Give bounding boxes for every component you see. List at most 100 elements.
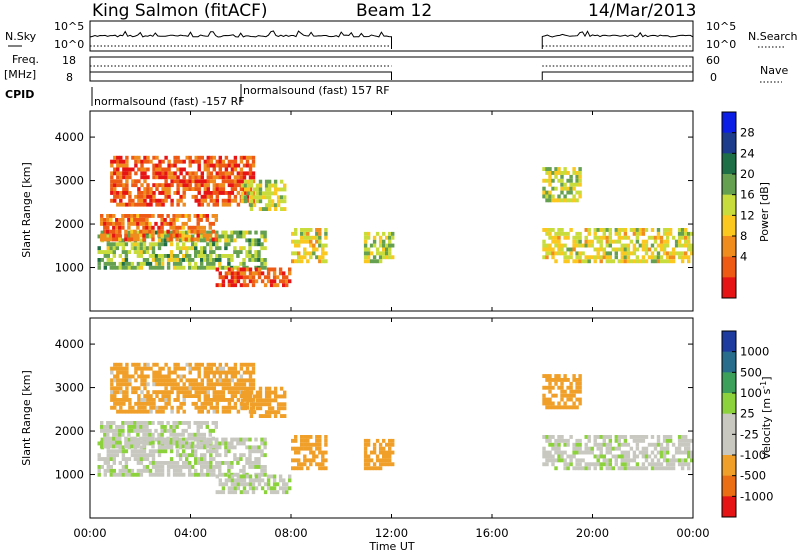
- power-cell: [257, 275, 262, 280]
- power-cell: [191, 187, 195, 191]
- power-cell: [169, 218, 173, 222]
- power-cell: [197, 198, 201, 203]
- velocity-cell: [118, 472, 122, 477]
- velocity-cell: [119, 382, 123, 387]
- power-cell: [236, 202, 241, 207]
- velocity-cell: [209, 472, 213, 477]
- power-cell: [605, 243, 609, 248]
- velocity-cell: [215, 366, 219, 371]
- velocity-cell: [133, 472, 138, 477]
- power-cell: [230, 191, 235, 195]
- power-cell: [257, 254, 261, 258]
- velocity-cell: [131, 374, 135, 379]
- power-cell: [240, 195, 245, 200]
- velocity-cell: [300, 438, 304, 443]
- velocity-cell: [197, 394, 201, 398]
- velocity-cell: [172, 440, 176, 445]
- power-cell: [209, 265, 213, 270]
- power-cell: [279, 199, 284, 204]
- velocity-cell: [239, 457, 243, 461]
- power-cell: [172, 254, 177, 258]
- velocity-cell: [230, 474, 235, 479]
- power-cell: [100, 221, 104, 226]
- power-cell: [635, 239, 640, 244]
- velocity-cell: [282, 478, 286, 483]
- velocity-cell: [142, 436, 146, 441]
- power-cell: [363, 235, 368, 240]
- power-cell: [100, 250, 104, 254]
- power-cell: [276, 199, 281, 204]
- power-cell: [545, 228, 549, 232]
- velocity-cell: [245, 405, 250, 410]
- power-cell: [264, 207, 269, 211]
- power-cell: [578, 243, 582, 248]
- velocity-cell: [143, 401, 147, 406]
- velocity-cell: [205, 444, 209, 449]
- velocity-cell: [264, 398, 269, 403]
- velocity-cell: [106, 444, 110, 449]
- velocity-cell: [257, 457, 261, 461]
- velocity-cell: [240, 398, 245, 403]
- power-cell: [269, 267, 274, 272]
- velocity-cell: [167, 374, 171, 379]
- power-cell: [212, 183, 216, 188]
- velocity-cell: [122, 374, 126, 379]
- velocity-cell: [620, 458, 624, 463]
- power-cell: [254, 254, 258, 258]
- velocity-cell: [124, 449, 129, 454]
- power-cell: [121, 265, 126, 270]
- power-cell: [136, 233, 140, 238]
- velocity-cell: [233, 437, 237, 442]
- power-cell: [644, 247, 649, 252]
- power-cell: [303, 247, 307, 252]
- velocity-cell: [578, 466, 582, 471]
- power-cell: [206, 175, 210, 180]
- power-cell: [385, 235, 389, 240]
- power-cell: [251, 191, 256, 195]
- power-cell: [176, 202, 180, 207]
- velocity-cell: [644, 446, 649, 451]
- power-cell: [163, 238, 168, 243]
- power-cell: [155, 198, 159, 203]
- velocity-cell: [157, 421, 161, 425]
- power-cell: [270, 203, 275, 208]
- power-cell: [148, 234, 153, 239]
- velocity-cell: [200, 472, 204, 477]
- power-cell: [224, 191, 229, 195]
- power-cell: [124, 258, 129, 262]
- power-cell: [224, 242, 228, 247]
- power-cell: [131, 179, 135, 184]
- power-cell: [632, 231, 637, 236]
- velocity-cell: [242, 490, 247, 495]
- velocity-cell: [626, 462, 631, 467]
- power-cell: [671, 255, 676, 260]
- velocity-cell: [211, 444, 215, 449]
- power-cell: [227, 258, 231, 262]
- velocity-cell: [140, 401, 144, 406]
- power-cell: [194, 265, 198, 270]
- power-cell: [294, 239, 298, 244]
- power-cell: [109, 246, 113, 251]
- power-cell: [227, 267, 232, 272]
- velocity-cell: [629, 458, 634, 463]
- power-cell: [137, 198, 141, 203]
- power-cell: [155, 175, 159, 180]
- power-cell: [160, 258, 165, 262]
- velocity-cell: [158, 382, 162, 387]
- velocity-cell: [206, 362, 210, 367]
- power-cell: [113, 159, 117, 164]
- power-cell: [137, 202, 141, 207]
- velocity-cell: [662, 450, 667, 455]
- velocity-cell: [140, 409, 144, 414]
- velocity-cell: [261, 398, 266, 403]
- velocity-cell: [545, 438, 549, 443]
- velocity-cell: [236, 398, 241, 402]
- velocity-cell: [152, 378, 156, 383]
- power-cell: [103, 265, 107, 270]
- power-cell: [170, 202, 174, 207]
- velocity-cell: [599, 462, 603, 467]
- velocity-cell: [109, 444, 113, 449]
- velocity-cell: [252, 402, 257, 407]
- velocity-cell: [194, 457, 198, 461]
- velocity-cell: [391, 462, 395, 467]
